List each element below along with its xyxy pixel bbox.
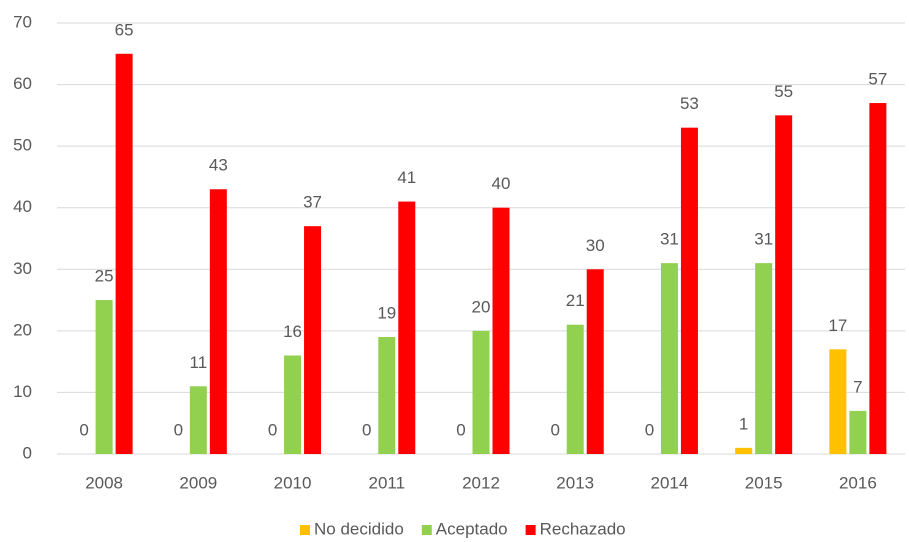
y-tick-label: 0 [23,443,32,462]
bar [304,226,322,454]
y-tick-label: 40 [13,197,32,216]
data-label: 7 [853,377,862,396]
bar [869,103,887,455]
data-label: 0 [362,420,371,439]
bar [284,355,302,454]
data-label: 0 [268,420,277,439]
bar [775,115,793,454]
bar [660,263,678,454]
bar [735,447,753,454]
data-label: 0 [550,420,559,439]
bar [398,201,416,454]
bar [472,330,490,454]
legend-swatch [525,525,536,535]
bar [378,337,396,454]
data-label: 31 [754,230,773,249]
bar [849,410,867,454]
y-tick-label: 60 [13,74,32,93]
x-tick-label: 2008 [85,473,123,492]
x-tick-label: 2013 [556,473,594,492]
legend-label: Aceptado [436,519,508,538]
bar [492,207,510,454]
legend-label: Rechazado [540,519,626,538]
data-label: 1 [739,414,748,433]
data-label: 43 [209,156,228,175]
x-tick-label: 2016 [839,473,877,492]
data-label: 25 [95,267,114,286]
data-label: 65 [115,20,134,39]
data-label: 17 [828,316,847,335]
bar [566,324,584,454]
data-label: 20 [472,297,491,316]
x-tick-label: 2010 [274,473,312,492]
x-tick-label: 2009 [179,473,217,492]
data-label: 40 [492,174,511,193]
legend-swatch [300,525,310,535]
y-tick-label: 20 [13,320,32,339]
bar [586,269,604,454]
x-tick-label: 2011 [368,473,405,492]
y-tick-label: 30 [13,259,32,278]
y-tick-label: 50 [13,136,32,155]
data-label: 57 [868,70,887,89]
bar [680,127,698,455]
bar [829,349,847,454]
legend-swatch [421,525,432,535]
bar [95,300,113,454]
data-label: 21 [566,291,585,310]
legend-label: No decidido [314,519,404,538]
bar [115,53,133,455]
data-label: 11 [190,353,208,372]
data-label: 16 [283,322,302,341]
data-label: 55 [774,82,793,101]
data-label: 0 [456,420,465,439]
bar [209,189,227,454]
x-tick-label: 2012 [462,473,500,492]
bar [755,263,773,454]
data-label: 53 [680,94,699,113]
x-tick-label: 2014 [651,473,689,492]
data-label: 41 [397,168,416,187]
data-label: 0 [645,420,654,439]
data-label: 19 [377,303,396,322]
y-tick-label: 70 [13,12,32,31]
bar [189,386,207,454]
data-label: 30 [586,236,605,255]
x-tick-label: 2015 [745,473,783,492]
y-tick-label: 10 [13,382,32,401]
data-label: 0 [174,420,183,439]
data-label: 31 [660,230,679,249]
data-label: 37 [303,193,322,212]
data-label: 0 [79,420,88,439]
